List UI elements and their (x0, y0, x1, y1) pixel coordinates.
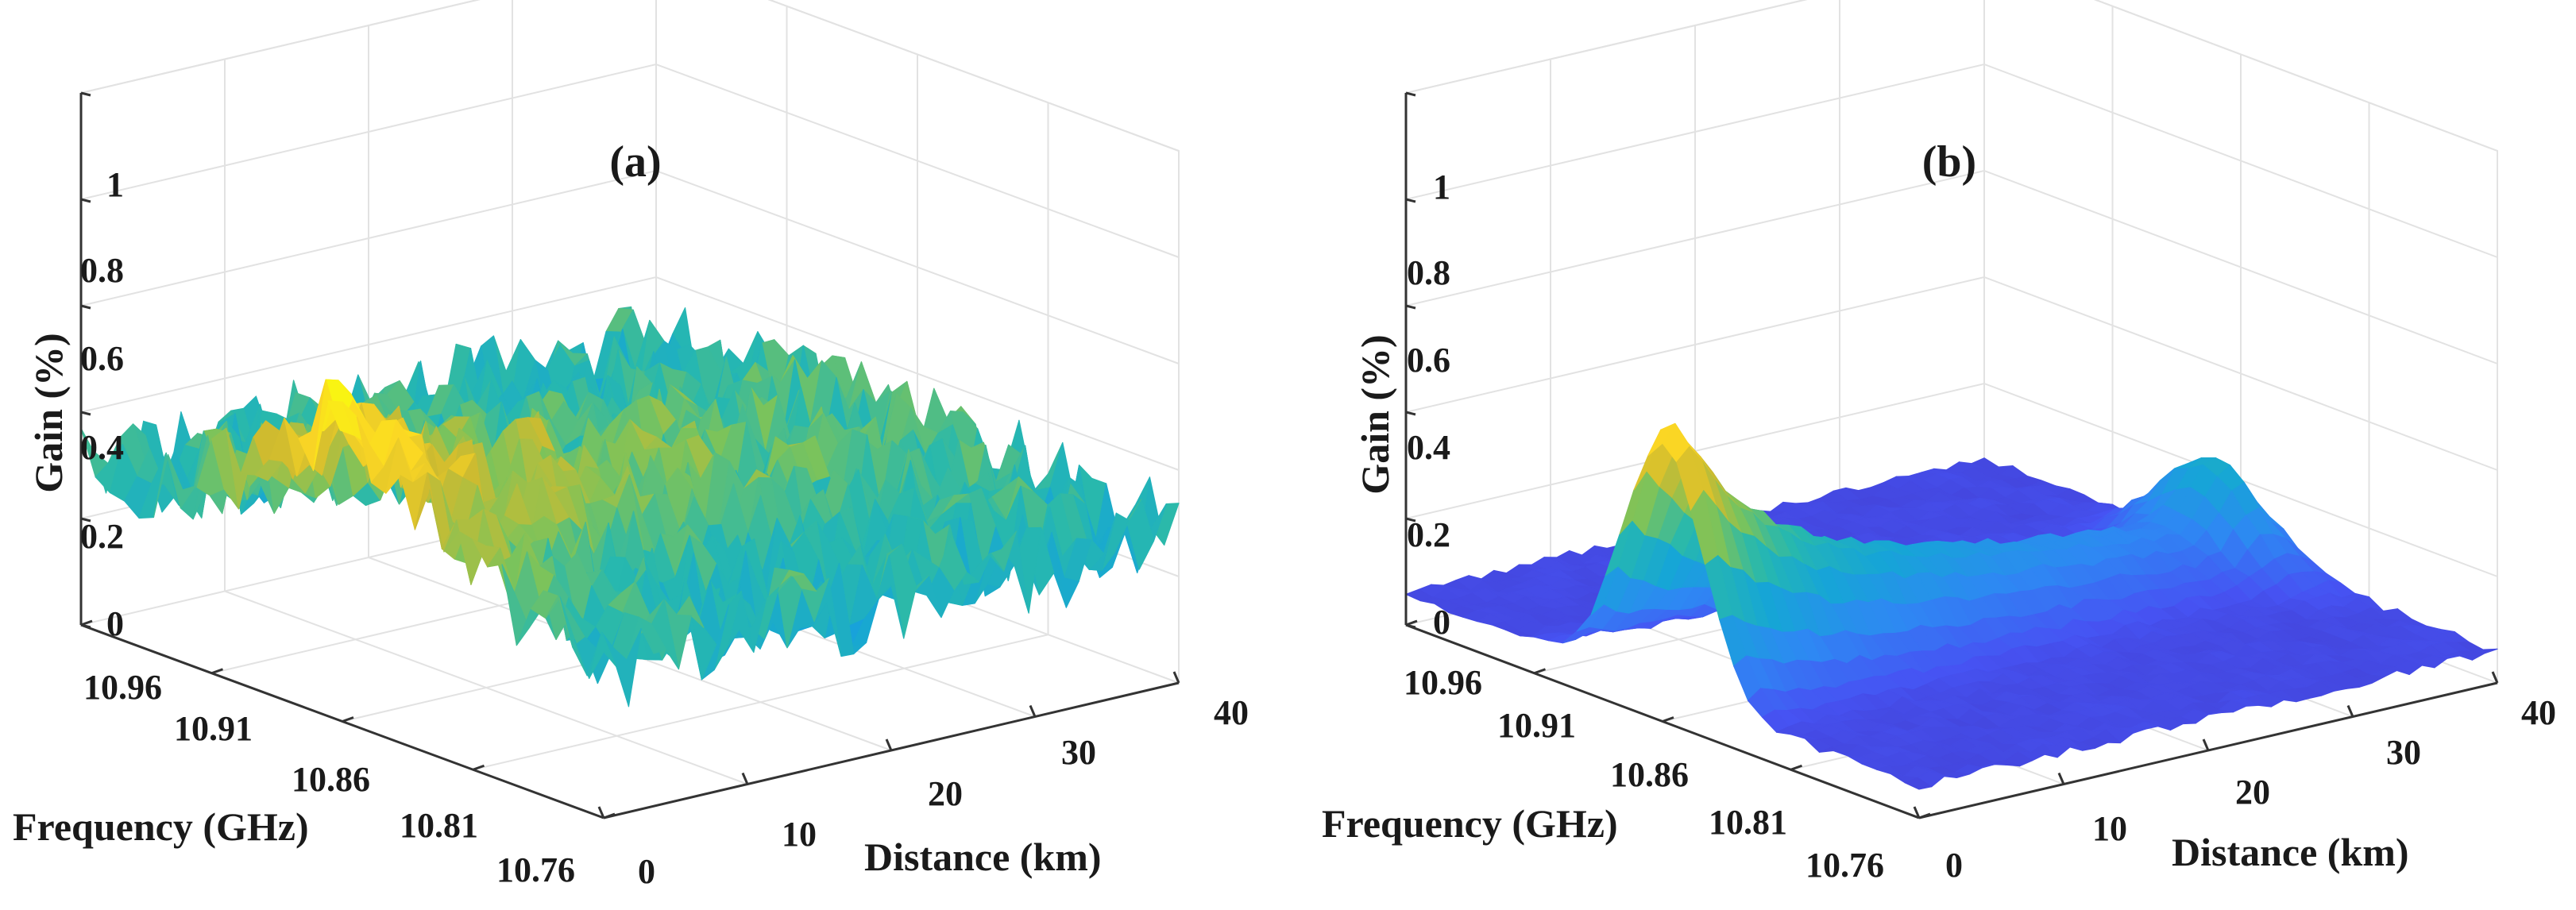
z-gridline (1405, 169, 2498, 364)
panel-a-y-tick: 10.91 (174, 709, 253, 748)
panel-a-x-tick: 0 (638, 852, 655, 891)
x-tick-mark (597, 806, 605, 819)
panel-b-surface (1405, 422, 2498, 790)
panel-a-title: (a) (609, 137, 661, 187)
z-tick-mark (80, 517, 91, 522)
panel-a-z-tick: 1 (106, 165, 124, 204)
panel-b-x-tick: 20 (2235, 773, 2270, 812)
z-tick-mark (80, 304, 91, 310)
panel-b-y-tick: 10.76 (1806, 846, 1884, 885)
z-tick-mark (1405, 304, 1416, 310)
panel-b-z-label: Gain (%) (1353, 334, 1397, 494)
panel-b-z-tick: 0.2 (1407, 515, 1450, 554)
panel-a-z-tick: 0.8 (80, 251, 124, 290)
y-tick-mark (1918, 812, 1931, 819)
x-tick-mark (1172, 671, 1180, 684)
y-tick-mark (1533, 668, 1547, 675)
y-tick-mark (1405, 619, 1418, 627)
panel-a-x-tick: 10 (782, 815, 817, 854)
z-tick-mark (1405, 91, 1416, 97)
z-tick-mark (1405, 411, 1416, 416)
z-tick-mark (80, 198, 91, 203)
z-tick-mark (1405, 517, 1416, 522)
panel-b-y-tick: 10.81 (1709, 803, 1787, 842)
panel-b-axes (1404, 91, 2499, 819)
panel-a-z-tick: 0.6 (80, 339, 124, 378)
y-tick-mark (80, 619, 93, 627)
panel-a-y-tick: 10.96 (83, 668, 162, 707)
panel-b-z-tick: 0.8 (1407, 253, 1450, 292)
panel-b-x-tick: 40 (2521, 693, 2556, 732)
panel-b-z-tick: 0.4 (1407, 428, 1450, 467)
panel-a-x-tick: 40 (1214, 693, 1249, 732)
panel-b-y-tick: 10.91 (1497, 706, 1576, 745)
panel-a-y-tick: 10.76 (496, 850, 575, 889)
panel-a-y-tick: 10.86 (292, 760, 370, 799)
y-tick-mark (603, 812, 616, 819)
panel-b: 0 0.2 0.4 0.6 0.8 1 10.96 10.91 10.86 10… (1322, 0, 2556, 885)
panel-b-x-label: Distance (km) (2172, 830, 2409, 874)
panel-a-z-tick: 0 (106, 604, 124, 643)
z-gridline (80, 0, 1180, 152)
panel-b-x-tick: 30 (2386, 733, 2421, 772)
panel-b-y-label: Frequency (GHz) (1322, 801, 1618, 846)
z-gridline (1405, 0, 2498, 152)
panel-b-z-ticks: 0 0.2 0.4 0.6 0.8 1 (1407, 168, 1450, 642)
panel-b-y-tick: 10.86 (1610, 755, 1689, 794)
panel-b-z-tick: 0.6 (1407, 341, 1450, 380)
z-gridline (1405, 276, 2498, 471)
z-tick-mark (1405, 198, 1416, 203)
z-tick-mark (80, 411, 91, 416)
panel-a-x-tick: 30 (1061, 733, 1096, 772)
x-tick-mark (2202, 738, 2210, 751)
panel-b-title: (b) (1922, 137, 1976, 187)
x-tick-mark (1029, 704, 1037, 718)
x-tick-mark (2057, 772, 2065, 785)
panel-a-x-ticks: 0 10 20 30 40 (638, 693, 1249, 891)
y-tick-mark (210, 668, 224, 675)
panel-a-y-tick: 10.81 (400, 806, 478, 845)
panel-b-x-tick: 0 (1945, 846, 1963, 885)
y-tick-mark (1790, 764, 1803, 771)
surface-patch (1904, 777, 1933, 790)
x-tick-mark (2346, 704, 2354, 718)
panel-b-y-tick: 10.96 (1404, 663, 1482, 702)
z-gridline (80, 169, 1180, 364)
surface-patch (589, 631, 617, 679)
z-gridline (80, 63, 1180, 258)
panel-b-z-tick: 1 (1433, 168, 1450, 206)
panel-a-z-tick: 0.4 (80, 428, 124, 467)
panel-b-x-ticks: 0 10 20 30 40 (1945, 693, 2556, 885)
panel-a-x-tick: 20 (928, 774, 963, 813)
panel-a-x-label: Distance (km) (864, 835, 1102, 879)
panel-a: 0 0.2 0.4 0.6 0.8 1 10.96 10.91 10.86 10… (13, 0, 1249, 891)
panel-b-x-tick: 10 (2092, 809, 2127, 848)
panel-a-surface (80, 306, 1180, 708)
panel-b-y-ticks: 10.96 10.91 10.86 10.81 10.76 (1404, 663, 1884, 885)
z-gridline (1405, 382, 2498, 577)
y-tick-mark (342, 716, 354, 723)
y-tick-mark (472, 764, 485, 771)
x-tick-mark (741, 772, 749, 785)
panel-a-z-tick: 0.2 (80, 517, 124, 556)
z-gridline (80, 276, 1180, 471)
x-tick-mark (1913, 806, 1921, 819)
panel-a-z-label: Gain (%) (26, 333, 71, 492)
panel-a-y-ticks: 10.96 10.91 10.86 10.81 10.76 (83, 668, 575, 889)
z-gridline (1405, 63, 2498, 258)
z-tick-mark (80, 91, 91, 97)
x-tick-mark (885, 738, 893, 751)
panel-a-z-ticks: 0 0.2 0.4 0.6 0.8 1 (80, 165, 124, 643)
panel-b-z-tick: 0 (1433, 603, 1450, 642)
panel-a-axes (79, 91, 1180, 819)
y-tick-mark (1662, 716, 1674, 723)
x-tick-mark (2491, 671, 2499, 684)
panel-a-y-label: Frequency (GHz) (13, 804, 309, 849)
